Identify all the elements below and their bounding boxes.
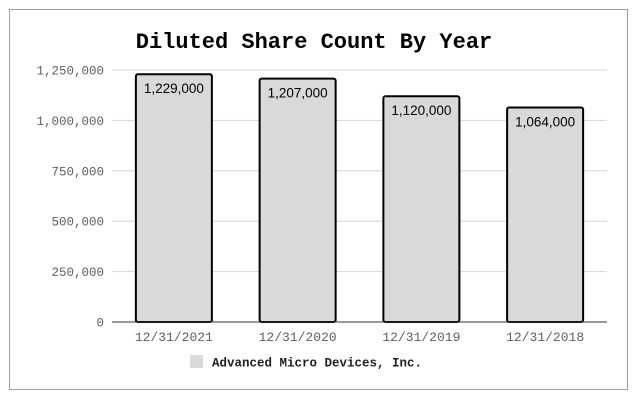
bar <box>258 77 337 324</box>
chart-title: Diluted Share Count By Year <box>136 30 492 55</box>
data-label: 1,207,000 <box>268 86 328 101</box>
data-label: 1,120,000 <box>391 103 451 118</box>
x-tick-label: 12/31/2020 <box>259 330 337 345</box>
y-tick-label: 750,000 <box>51 165 104 179</box>
legend-swatch <box>190 355 203 368</box>
y-tick-label: 1,250,000 <box>36 65 104 79</box>
bar <box>134 73 213 323</box>
x-tick-label: 12/31/2019 <box>382 330 460 345</box>
legend-label: Advanced Micro Devices, Inc. <box>212 357 422 371</box>
data-labels: 1,229,000 1,207,000 1,120,000 1,064,000 <box>144 81 575 129</box>
data-label: 1,229,000 <box>144 81 204 96</box>
y-tick-label: 500,000 <box>51 216 104 230</box>
y-axis-ticks: 0 250,000 500,000 750,000 1,000,000 1,250,000 <box>36 65 104 331</box>
y-tick-label: 1,000,000 <box>36 115 104 129</box>
x-tick-label: 12/31/2018 <box>506 330 584 345</box>
bar <box>506 106 585 323</box>
bars <box>134 73 585 324</box>
legend: Advanced Micro Devices, Inc. <box>190 355 422 371</box>
data-label: 1,064,000 <box>515 114 575 129</box>
y-tick-label: 250,000 <box>51 266 104 280</box>
y-tick-label: 0 <box>96 317 104 331</box>
x-tick-label: 12/31/2021 <box>135 330 213 345</box>
bar <box>382 95 461 324</box>
x-axis-ticks: 12/31/2021 12/31/2020 12/31/2019 12/31/2018 <box>135 330 584 345</box>
